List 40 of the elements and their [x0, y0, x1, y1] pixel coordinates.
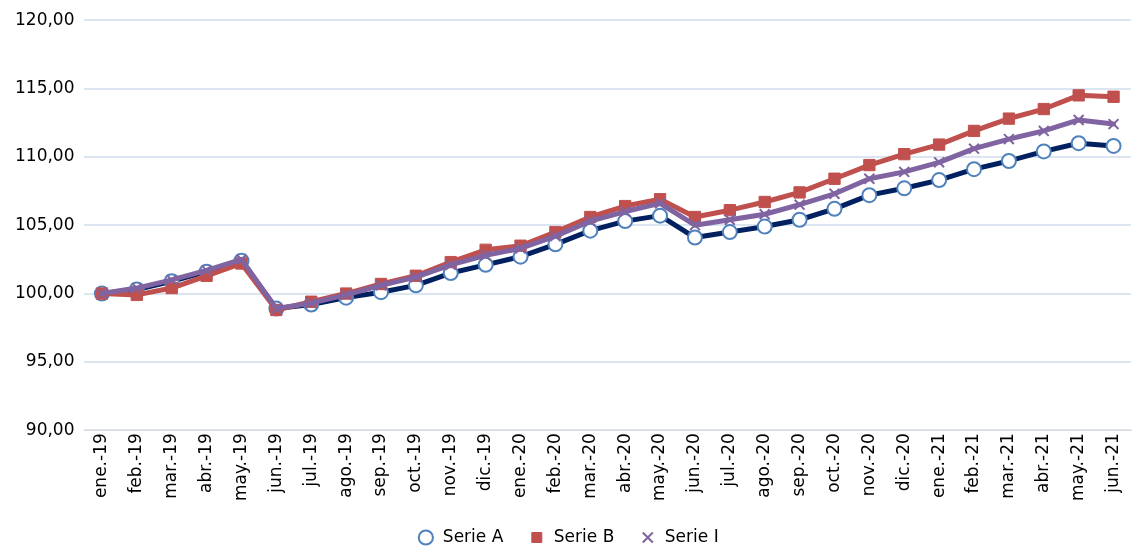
- x-tick-label: nov.-19: [439, 433, 460, 497]
- x-tick-label: ago.-20: [753, 433, 774, 498]
- x-tick-label: jun.-19: [264, 433, 285, 494]
- y-tick-label: 105,00: [15, 213, 75, 234]
- x-tick-label: mar.-19: [160, 433, 181, 499]
- legend-label: Serie A: [442, 525, 504, 546]
- y-tick-label: 100,00: [15, 281, 75, 302]
- x-tick-label: feb.-20: [543, 433, 564, 494]
- y-tick-label: 110,00: [15, 145, 75, 166]
- x-tick-label: oct.-20: [822, 433, 843, 493]
- legend-label: Serie I: [664, 525, 719, 546]
- x-tick-label: jun.-20: [683, 433, 704, 494]
- x-tick-label: feb.-21: [962, 433, 983, 494]
- x-tick-label: ene.-20: [508, 433, 529, 499]
- x-tick-label: abr.-20: [613, 433, 634, 494]
- legend-label: Serie B: [553, 525, 615, 546]
- x-tick-label: nov.-20: [857, 433, 878, 497]
- x-tick-label: mar.-21: [997, 433, 1018, 499]
- x-tick-label: ene.-21: [927, 433, 948, 499]
- x-tick-label: may.-20: [648, 433, 669, 502]
- x-tick-label: jul.-20: [718, 433, 739, 488]
- x-tick-label: abr.-21: [1032, 433, 1053, 494]
- y-tick-label: 95,00: [25, 350, 75, 371]
- x-tick-label: dic.-20: [892, 433, 913, 492]
- x-tick-label: may.-19: [229, 433, 250, 502]
- x-tick-label: mar.-20: [578, 433, 599, 499]
- x-tick-label: dic.-19: [474, 433, 495, 492]
- y-tick-label: 115,00: [15, 76, 75, 97]
- x-tick-label: feb.-19: [125, 433, 146, 494]
- x-tick-label: ago.-19: [334, 433, 355, 498]
- x-tick-label: may.-21: [1067, 433, 1088, 502]
- x-tick-label: sep.-19: [369, 433, 390, 497]
- y-tick-label: 90,00: [25, 418, 75, 439]
- x-tick-label: jun.-21: [1101, 433, 1122, 494]
- x-tick-label: oct.-19: [404, 433, 425, 493]
- x-tick-label: abr.-19: [195, 433, 215, 494]
- x-tick-label: ene.-19: [90, 433, 111, 499]
- x-tick-label: sep.-20: [788, 433, 809, 497]
- x-tick-label: jul.-19: [299, 433, 320, 488]
- y-tick-label: 120,00: [15, 8, 75, 29]
